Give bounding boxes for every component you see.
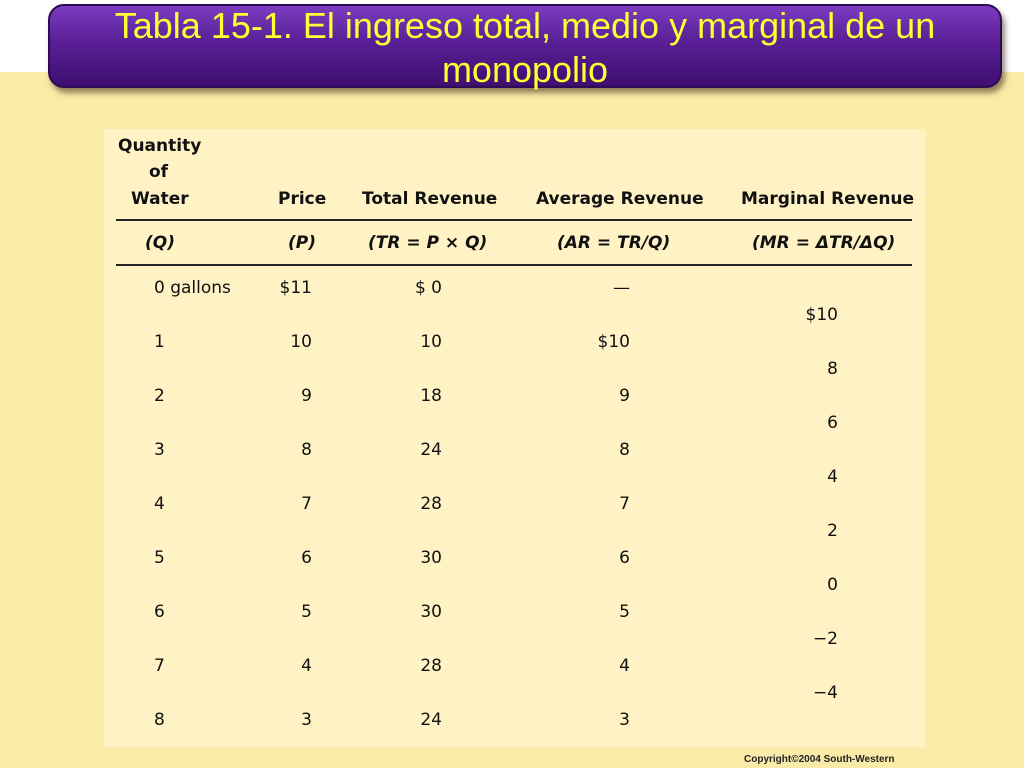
cell-price: 10 <box>290 332 312 352</box>
cell-quantity: 3 <box>154 440 165 460</box>
cell-price: 4 <box>301 656 312 676</box>
header-average-revenue: Average Revenue <box>536 189 704 209</box>
header-total-revenue: Total Revenue <box>362 189 498 209</box>
cell-average-revenue: 3 <box>619 710 630 730</box>
header-rule-bottom <box>116 264 912 266</box>
cell-quantity: 2 <box>154 386 165 406</box>
cell-marginal-revenue: 8 <box>827 359 838 379</box>
cell-price: 5 <box>301 602 312 622</box>
cell-price: 6 <box>301 548 312 568</box>
cell-total-revenue: $ 0 <box>414 278 442 298</box>
copyright-notice: Copyright©2004 South-Western <box>744 754 895 765</box>
symbol-total-revenue: (TR = P × Q) <box>368 233 488 253</box>
cell-price: $11 <box>279 278 312 298</box>
cell-quantity: 7 <box>154 656 165 676</box>
header-quantity-line3: Water <box>131 189 189 209</box>
cell-price: 3 <box>301 710 312 730</box>
header-marginal-revenue: Marginal Revenue <box>741 189 915 209</box>
cell-marginal-revenue: $10 <box>805 305 838 325</box>
cell-average-revenue: 5 <box>619 602 630 622</box>
cell-average-revenue: 9 <box>619 386 630 406</box>
cell-total-revenue: 30 <box>420 602 442 622</box>
symbol-quantity: (Q) <box>145 233 175 253</box>
cell-marginal-revenue: 4 <box>827 467 838 487</box>
revenue-table-panel <box>104 129 926 747</box>
cell-average-revenue: 8 <box>619 440 630 460</box>
slide-title: Tabla 15-1. El ingreso total, medio y ma… <box>114 5 936 90</box>
cell-total-revenue: 18 <box>420 386 442 406</box>
title-banner <box>48 4 1002 88</box>
cell-quantity: 8 <box>154 710 165 730</box>
cell-total-revenue: 24 <box>420 710 442 730</box>
cell-marginal-revenue: 0 <box>827 575 838 595</box>
symbol-marginal-revenue: (MR = ΔTR/ΔQ) <box>752 233 896 253</box>
cell-quantity: 1 <box>154 332 165 352</box>
cell-quantity: 4 <box>154 494 165 514</box>
cell-price: 8 <box>301 440 312 460</box>
cell-price: 7 <box>301 494 312 514</box>
cell-marginal-revenue: 2 <box>827 521 838 541</box>
cell-quantity: 6 <box>154 602 165 622</box>
header-quantity-line2: of <box>149 162 169 182</box>
cell-marginal-revenue: 6 <box>827 413 838 433</box>
cell-quantity: 0 gallons <box>154 278 231 298</box>
cell-total-revenue: 28 <box>420 494 442 514</box>
header-quantity-line1: Quantity <box>118 136 202 156</box>
cell-average-revenue: 4 <box>619 656 630 676</box>
cell-quantity: 5 <box>154 548 165 568</box>
header-rule-top <box>116 219 912 221</box>
cell-price: 9 <box>301 386 312 406</box>
cell-total-revenue: 10 <box>420 332 442 352</box>
cell-average-revenue: 7 <box>619 494 630 514</box>
cell-marginal-revenue: −2 <box>812 629 838 649</box>
cell-average-revenue: 6 <box>619 548 630 568</box>
cell-average-revenue: $10 <box>597 332 630 352</box>
symbol-price: (P) <box>288 233 316 253</box>
cell-marginal-revenue: −4 <box>812 683 838 703</box>
cell-total-revenue: 30 <box>420 548 442 568</box>
cell-total-revenue: 24 <box>420 440 442 460</box>
header-price: Price <box>278 189 327 209</box>
cell-average-revenue: — <box>613 278 630 298</box>
symbol-average-revenue: (AR = TR/Q) <box>557 233 671 253</box>
cell-total-revenue: 28 <box>420 656 442 676</box>
